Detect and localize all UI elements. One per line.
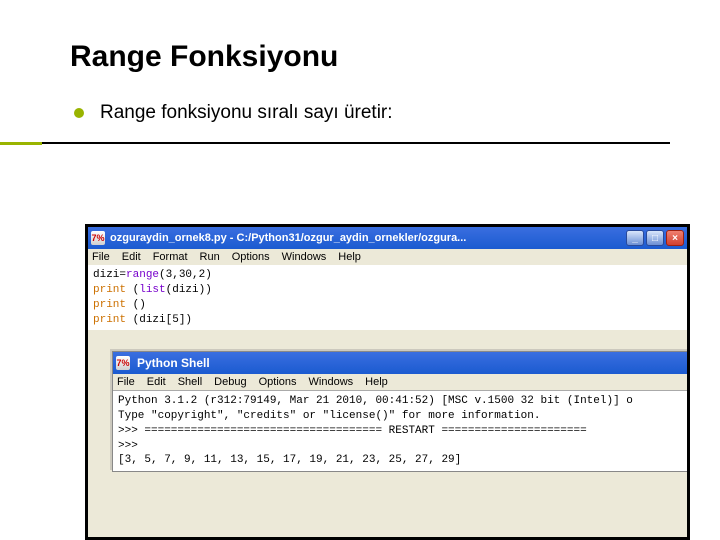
editor-title: ozguraydin_ornek8.py - C:/Python31/ozgur… [110, 232, 626, 244]
shell-title: Python Shell [137, 356, 210, 370]
shell-line: [3, 5, 7, 9, 11, 13, 15, 17, 19, 21, 23,… [118, 454, 461, 466]
shell-line: >>> [118, 440, 138, 452]
menu-file[interactable]: File [92, 251, 110, 263]
shell-menubar: File Edit Shell Debug Options Windows He… [113, 374, 690, 390]
code-keyword: print [93, 299, 126, 311]
editor-menubar: File Edit Format Run Options Windows Hel… [88, 249, 687, 265]
menu-format[interactable]: Format [153, 251, 188, 263]
menu-edit[interactable]: Edit [122, 251, 141, 263]
code-builtin: range [126, 269, 159, 281]
shell-line: >>> ====================================… [118, 425, 587, 437]
code-text: ( [126, 284, 139, 296]
editor-titlebar: 7% ozguraydin_ornek8.py - C:/Python31/oz… [88, 227, 687, 249]
code-text: (3,30,2) [159, 269, 212, 281]
title-underline [42, 142, 670, 144]
code-builtin: list [139, 284, 165, 296]
editor-window: 7% ozguraydin_ornek8.py - C:/Python31/oz… [88, 227, 687, 330]
menu-edit[interactable]: Edit [147, 376, 166, 388]
code-text: () [126, 299, 146, 311]
code-keyword: print [93, 284, 126, 296]
menu-shell[interactable]: Shell [178, 376, 202, 388]
editor-code[interactable]: dizi=range(3,30,2) print (list(dizi)) pr… [88, 265, 687, 330]
python-icon: 7% [116, 356, 130, 370]
menu-windows[interactable]: Windows [282, 251, 327, 263]
accent-line [0, 142, 42, 145]
screenshot-frame: 7% ozguraydin_ornek8.py - C:/Python31/oz… [85, 224, 690, 540]
slide-subtitle: Range fonksiyonu sıralı sayı üretir: [100, 102, 393, 124]
menu-help[interactable]: Help [365, 376, 388, 388]
menu-windows[interactable]: Windows [309, 376, 354, 388]
menu-options[interactable]: Options [232, 251, 270, 263]
shell-window: 7% Python Shell File Edit Shell Debug Op… [112, 351, 690, 472]
editor-window-buttons: _ □ × [626, 230, 684, 246]
shell-output[interactable]: Python 3.1.2 (r312:79149, Mar 21 2010, 0… [113, 390, 690, 471]
code-text: (dizi)) [166, 284, 212, 296]
code-text: dizi= [93, 269, 126, 281]
shell-titlebar: 7% Python Shell [113, 352, 690, 374]
shell-line: Type "copyright", "credits" or "license(… [118, 410, 540, 422]
minimize-button[interactable]: _ [626, 230, 644, 246]
python-icon: 7% [91, 231, 105, 245]
menu-debug[interactable]: Debug [214, 376, 246, 388]
close-button[interactable]: × [666, 230, 684, 246]
bullet-icon [74, 108, 84, 118]
menu-file[interactable]: File [117, 376, 135, 388]
maximize-button[interactable]: □ [646, 230, 664, 246]
menu-run[interactable]: Run [200, 251, 220, 263]
code-keyword: print [93, 314, 126, 326]
menu-help[interactable]: Help [338, 251, 361, 263]
code-text: (dizi[5]) [126, 314, 192, 326]
slide-title: Range Fonksiyonu [70, 40, 670, 74]
bullet-row: Range fonksiyonu sıralı sayı üretir: [74, 102, 670, 124]
shell-line: Python 3.1.2 (r312:79149, Mar 21 2010, 0… [118, 395, 633, 407]
menu-options[interactable]: Options [259, 376, 297, 388]
